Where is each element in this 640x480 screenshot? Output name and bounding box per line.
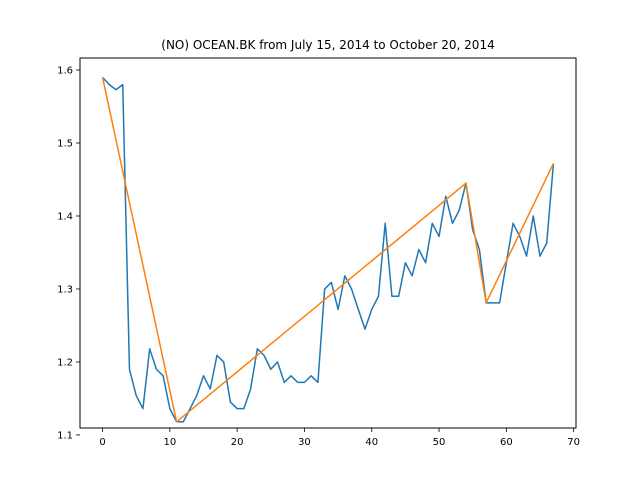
y-tick-label: 1.1 [57, 430, 73, 441]
x-tick-label: 60 [500, 437, 513, 448]
x-tick-label: 10 [163, 437, 176, 448]
y-tick-label: 1.2 [57, 357, 73, 368]
y-tick-label: 1.6 [57, 66, 73, 77]
x-tick-label: 20 [231, 437, 244, 448]
x-axis-ticks: 0 10 20 30 40 50 60 70 [99, 428, 580, 448]
series-line-2 [101, 77, 555, 423]
x-tick-label: 50 [433, 437, 446, 448]
plot-frame [79, 57, 577, 429]
y-tick-label: 1.5 [57, 139, 73, 150]
y-tick-label: 1.3 [57, 284, 73, 295]
x-tick-label: 0 [99, 437, 105, 448]
x-tick-label: 30 [298, 437, 311, 448]
series-layer [101, 76, 555, 423]
y-tick-label: 1.4 [57, 211, 73, 222]
y-axis-ticks: 1.1 1.2 1.3 1.4 1.5 1.6 [57, 66, 80, 441]
x-tick-label: 70 [567, 437, 580, 448]
chart-title: (NO) OCEAN.BK from July 15, 2014 to Octo… [161, 38, 494, 52]
x-tick-label: 40 [365, 437, 378, 448]
